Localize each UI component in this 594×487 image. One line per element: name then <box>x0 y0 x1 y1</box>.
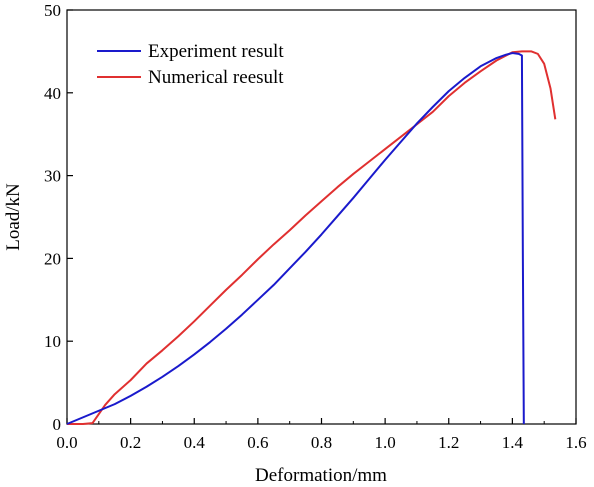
series-layer <box>66 50 557 425</box>
x-tick-label: 1.0 <box>375 433 396 452</box>
axis-ticks: 0.0 0.2 0.4 0.6 0.8 1.0 1.2 1.4 1.6 0 10 20 30 40 50 <box>44 1 587 452</box>
x-tick-label: 0.2 <box>120 433 141 452</box>
y-axis-label: Load/kN <box>3 183 24 251</box>
x-tick-label: 0.0 <box>56 433 77 452</box>
plot-border <box>66 9 577 425</box>
legend: Experiment result Numerical reesult <box>97 41 284 88</box>
x-tick-label: 1.6 <box>565 433 586 452</box>
y-tick-label: 50 <box>44 1 61 20</box>
x-tick-label: 1.4 <box>502 433 524 452</box>
x-tick-label: 1.2 <box>438 433 459 452</box>
y-tick-label: 10 <box>44 332 61 351</box>
x-tick-label: 0.6 <box>247 433 268 452</box>
y-tick-label: 0 <box>53 415 62 434</box>
plot-area <box>66 9 577 425</box>
series-line-numerical <box>67 50 557 425</box>
y-tick-label: 40 <box>44 84 61 103</box>
x-tick-label: 0.8 <box>311 433 332 452</box>
x-tick-label: 0.4 <box>184 433 206 452</box>
y-tick-label: 20 <box>44 249 61 268</box>
legend-label-numerical: Numerical reesult <box>148 67 284 88</box>
legend-label-experiment: Experiment result <box>148 41 284 62</box>
series-line-experiment <box>66 52 525 425</box>
y-tick-label: 30 <box>44 167 61 186</box>
x-axis-label: Deformation/mm <box>255 465 387 486</box>
